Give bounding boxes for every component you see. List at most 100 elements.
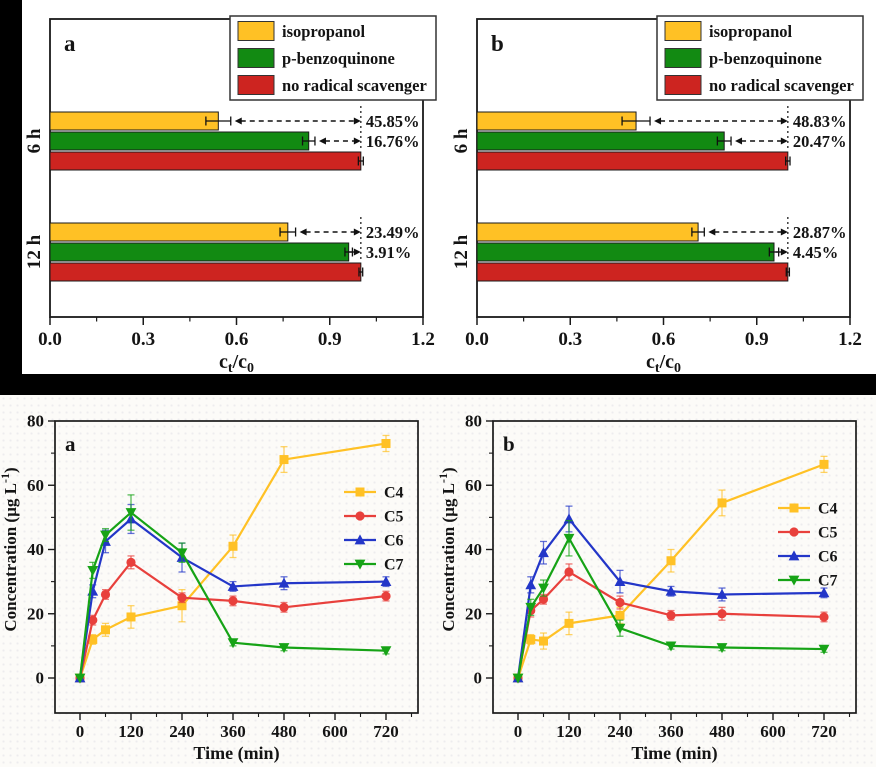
bar-isopropanol [476, 222, 699, 242]
x-axis-label: ct/c0 [646, 351, 681, 374]
panel-label: a [65, 432, 76, 456]
legend-label: p-benzoquinone [282, 49, 395, 68]
percent-annotation: 4.45% [793, 243, 838, 262]
legend-swatch-no radical scavenger [237, 75, 275, 95]
bar-p-benzoquinone [49, 131, 310, 151]
bar-p-benzoquinone [476, 131, 725, 151]
x-tick-label: 0.6 [225, 329, 249, 350]
legend-label: p-benzoquinone [709, 49, 822, 68]
legend-label: C6 [384, 533, 404, 550]
percent-annotation: 20.47% [793, 132, 847, 151]
y-axis-label: Concentration (µg L-1) [0, 467, 20, 631]
x-tick-label: 1.2 [838, 329, 862, 350]
y-tick-label: 0 [474, 669, 483, 688]
y-tick-label: 20 [27, 604, 44, 623]
y-axis-label: Concentration (µg L-1) [438, 467, 458, 631]
x-tick-label: 600 [322, 722, 348, 741]
y-tick-label: 40 [27, 540, 44, 559]
x-tick-label: 0.0 [38, 329, 62, 350]
panel-label: b [491, 31, 504, 56]
legend-label: C4 [384, 485, 404, 502]
bar-chart-panel-a: 0.0 0.3 0.6 0.9 1.2 ct/c0 a 6 h 12 h 45.85%16.76%… [24, 15, 437, 374]
x-tick-label: 0.3 [131, 329, 155, 350]
x-tick-label: 240 [169, 722, 195, 741]
bar-p-benzoquinone [49, 242, 350, 262]
x-axis-label: Time (min) [631, 743, 717, 764]
x-tick-label: 720 [373, 722, 399, 741]
legend-label: no radical scavenger [282, 76, 427, 95]
x-tick-label: 120 [118, 722, 144, 741]
panel-label: b [503, 432, 515, 456]
percent-annotation: 48.83% [793, 112, 847, 131]
y-tick-label: 20 [465, 604, 482, 623]
bar-isopropanol [49, 111, 219, 131]
percent-annotation: 28.87% [793, 223, 847, 242]
bar-no radical scavenger [49, 151, 362, 171]
x-tick-label: 0.3 [558, 329, 582, 350]
line-chart-panel-b: 0 120 240 360 480 600 720 0 20 40 60 80 Time (min) Co… [438, 412, 857, 764]
y-tick-label: 0 [36, 669, 45, 688]
series-line-C5 [78, 561, 387, 679]
legend-label: isopropanol [709, 22, 793, 41]
bar-no radical scavenger [476, 151, 789, 171]
x-tick-label: 360 [220, 722, 246, 741]
legend-label: no radical scavenger [709, 76, 854, 95]
line-chart-panel-a: 0 120 240 360 480 600 720 0 20 40 60 80 Time (min) Co… [0, 412, 419, 764]
category-label: 6 h [451, 128, 472, 153]
series-line-C6 [78, 517, 387, 679]
legend-label: isopropanol [282, 22, 366, 41]
legend-label: C5 [818, 525, 838, 542]
bar-isopropanol [476, 111, 637, 131]
series-line-C6 [516, 517, 825, 679]
percent-annotation: 16.76% [366, 132, 420, 151]
legend-swatch-isopropanol [664, 21, 702, 41]
x-tick-label: 480 [709, 722, 735, 741]
legend-label: C7 [818, 573, 838, 590]
bar-chart-panel-b: 0.0 0.3 0.6 0.9 1.2 ct/c0 b 6 h 12 h 48.83%20.47%… [451, 15, 864, 374]
x-tick-label: 0.9 [745, 329, 769, 350]
x-tick-label: 240 [607, 722, 633, 741]
category-label: 6 h [24, 128, 45, 153]
bar-no radical scavenger [49, 262, 362, 282]
bar-no radical scavenger [476, 262, 789, 282]
x-tick-label: 0 [514, 722, 523, 741]
percent-annotation: 23.49% [366, 223, 420, 242]
bar-isopropanol [49, 222, 289, 242]
percent-annotation: 45.85% [366, 112, 420, 131]
legend-label: C4 [818, 501, 838, 518]
legend-label: C5 [384, 509, 404, 526]
axes-frame [54, 420, 419, 714]
percent-annotation: 3.91% [366, 243, 411, 262]
series-line-C7 [78, 511, 387, 679]
axes-frame [492, 420, 857, 714]
x-tick-label: 600 [760, 722, 786, 741]
legend-label: C6 [818, 549, 838, 566]
y-tick-label: 40 [465, 540, 482, 559]
legend-swatch-p-benzoquinone [237, 48, 275, 68]
bar-p-benzoquinone [476, 242, 775, 262]
y-tick-label: 80 [465, 412, 482, 431]
x-axis-label: ct/c0 [219, 351, 254, 374]
x-tick-label: 360 [658, 722, 684, 741]
legend-label: C7 [384, 557, 404, 574]
x-tick-label: 480 [271, 722, 297, 741]
x-tick-label: 0 [76, 722, 85, 741]
y-tick-label: 60 [27, 476, 44, 495]
y-tick-label: 60 [465, 476, 482, 495]
x-tick-label: 0.6 [652, 329, 676, 350]
legend-swatch-isopropanol [237, 21, 275, 41]
x-tick-label: 1.2 [411, 329, 435, 350]
x-tick-label: 120 [556, 722, 582, 741]
panel-label: a [64, 31, 76, 56]
radical-scavenger-bar-figure: 0.0 0.3 0.6 0.9 1.2 ct/c0 a 6 h 12 h 45.85% 16.76%… [22, 0, 876, 374]
y-tick-label: 80 [27, 412, 44, 431]
legend-swatch-p-benzoquinone [664, 48, 702, 68]
concentration-line-figure: 0 120 240 360 480 600 720 0 20 40 60 80 Time (min) Co… [0, 395, 876, 767]
x-tick-label: 0.9 [318, 329, 342, 350]
category-label: 12 h [451, 234, 472, 269]
x-axis-label: Time (min) [193, 743, 279, 764]
x-tick-label: 720 [811, 722, 837, 741]
legend-swatch-no radical scavenger [664, 75, 702, 95]
category-label: 12 h [24, 234, 45, 269]
